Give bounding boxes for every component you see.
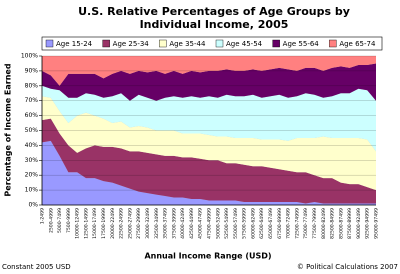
chart-subtitle: Individual Income, 2005 — [140, 18, 289, 31]
x-tick-label: 35000-37499 — [163, 208, 169, 239]
x-tick-label: 80000-82499 — [321, 208, 327, 239]
legend-label: Age 25-34 — [113, 40, 150, 48]
area — [42, 118, 376, 204]
x-tick-label: 7500-9999 — [66, 208, 72, 233]
x-tick-label: 1-2499 — [40, 208, 46, 224]
y-tick-label: 20% — [25, 172, 39, 179]
area — [42, 96, 376, 191]
y-tick-label: 60% — [25, 112, 39, 119]
legend-swatch — [102, 39, 110, 48]
legend-label: Age 55-64 — [283, 40, 320, 48]
x-tick-label: 45000-47499 — [198, 208, 204, 239]
x-axis-title: Annual Income Range (USD) — [144, 252, 271, 261]
y-tick-label: 70% — [25, 97, 39, 104]
footnote-left: Constant 2005 USD — [2, 263, 71, 271]
x-tick-label: 52500-54999 — [224, 208, 230, 239]
x-tick-label: 82500-84999 — [330, 208, 336, 239]
legend-swatch — [272, 39, 280, 48]
legend-label: Age 65-74 — [339, 40, 376, 48]
x-tick-label: 20000-22499 — [110, 208, 116, 239]
x-tick-label: 70000-72499 — [286, 208, 292, 239]
x-tick-label: 17500-19999 — [101, 208, 107, 239]
x-tick-label: 55000-57499 — [233, 208, 239, 239]
x-tick-label: 32500-34999 — [154, 208, 160, 239]
x-tick-label: 47500-49999 — [207, 208, 213, 239]
x-tick-label: 85000-87499 — [338, 208, 344, 239]
x-tick-label: 65000-67499 — [268, 208, 274, 239]
legend-label: Age 15-24 — [56, 40, 93, 48]
x-tick-label: 12500-14999 — [83, 208, 89, 239]
area — [42, 63, 376, 101]
x-tick-label: 67500-69999 — [277, 208, 283, 239]
y-tick-label: 10% — [25, 187, 39, 194]
x-tick-label: 57500-59999 — [242, 208, 248, 239]
legend-swatch — [45, 39, 54, 48]
x-tick-label: 25000-27499 — [127, 208, 133, 239]
y-tick-label: 80% — [25, 82, 39, 89]
legend-swatch — [329, 39, 337, 48]
y-tick-label: 100% — [21, 53, 38, 60]
x-tick-label: 75000-77499 — [303, 208, 309, 239]
chart-title: U.S. Relative Percentages of Age Groups … — [78, 5, 350, 18]
x-tick-label: 72500-74999 — [294, 208, 300, 239]
legend-label: Age 35-44 — [169, 40, 206, 48]
x-tick-label: 95000-97499 — [374, 208, 380, 239]
x-tick-label: 10000-12499 — [75, 208, 81, 239]
x-tick-label: 27500-29999 — [136, 208, 142, 239]
x-tick-label: 60000-62499 — [250, 208, 256, 239]
x-tick-label: 90000-92499 — [356, 208, 362, 239]
x-tick-label: 40000-42499 — [180, 208, 186, 239]
area — [42, 85, 376, 152]
x-tick-label: 22500-24999 — [119, 208, 125, 239]
y-tick-label: 0% — [28, 202, 38, 209]
x-tick-label: 62500-64999 — [259, 208, 265, 239]
x-tick-label: 42500-44999 — [189, 208, 195, 239]
x-tick-label: 87500-89999 — [347, 208, 353, 239]
x-tick-label: 15000-17499 — [92, 208, 98, 239]
legend-swatch — [215, 39, 224, 48]
area — [42, 140, 376, 205]
x-tick-label: 37500-39999 — [171, 208, 177, 239]
footnote-right: © Political Calculations 2007 — [297, 263, 398, 271]
y-tick-label: 90% — [25, 67, 39, 74]
x-tick-label: 30000-32499 — [145, 208, 151, 239]
x-tick-label: 2500-4999 — [48, 208, 54, 233]
legend-label: Age 45-54 — [226, 40, 263, 48]
y-tick-label: 40% — [25, 142, 39, 149]
x-tick-label: 5000-7499 — [57, 208, 63, 233]
y-axis-title: Percentage of Income Earned — [4, 63, 13, 196]
x-tick-label: 50000-52499 — [215, 208, 221, 239]
y-tick-label: 30% — [25, 157, 39, 164]
x-tick-label: 92500-94999 — [365, 208, 371, 239]
x-tick-label: 77500-79999 — [312, 208, 318, 239]
y-tick-label: 50% — [25, 127, 39, 134]
legend-box — [41, 36, 383, 51]
legend-swatch — [159, 39, 167, 48]
